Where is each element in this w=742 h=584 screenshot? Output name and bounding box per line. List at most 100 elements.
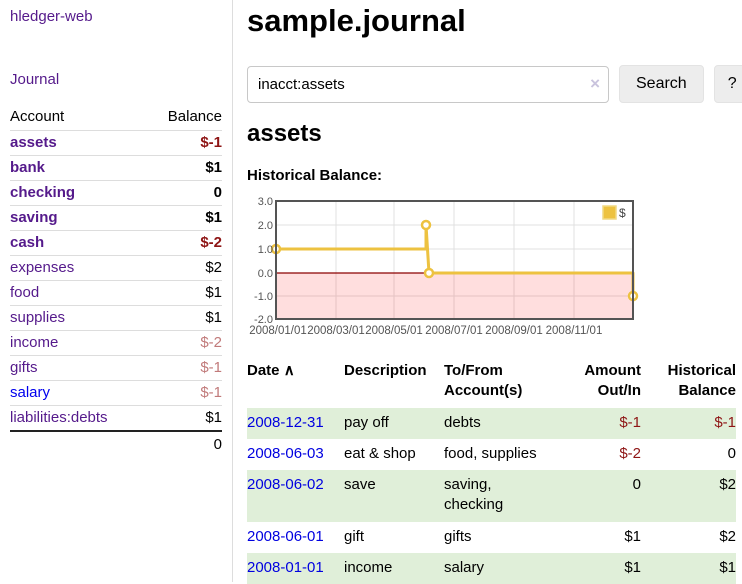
chart-legend: $ — [602, 205, 626, 220]
txn-balance: $-1 — [714, 413, 736, 431]
transaction-row: 2008-06-02 save saving, checking 0 $2 — [247, 470, 736, 522]
account-balance: $1 — [146, 280, 222, 306]
account-balance: $-1 — [146, 380, 222, 406]
account-balance: $2 — [146, 255, 222, 281]
transaction-row: 2008-06-01 gift gifts $1 $2 — [247, 522, 736, 553]
account-balance: $-2 — [146, 330, 222, 356]
y-tick: -2.0 — [254, 314, 273, 326]
header-accounts: To/From Account(s) — [444, 362, 523, 400]
transactions-header: Date ∧ Description To/From Account(s) Am… — [247, 359, 736, 408]
main-content: sample.journal × Search ? assets Histori… — [233, 0, 742, 584]
accounts-table-header: Account Balance — [10, 104, 222, 131]
account-link-expenses[interactable]: expenses — [10, 259, 75, 276]
accounts-total-row: 0 — [10, 430, 222, 457]
sidebar: hledger-web Journal Account Balance asse… — [0, 0, 233, 582]
account-balance: 0 — [146, 180, 222, 206]
account-link-income[interactable]: income — [10, 334, 59, 351]
sort-ascending-icon: ∧ — [283, 362, 295, 379]
legend-swatch-icon — [602, 205, 617, 220]
legend-label: $ — [619, 206, 626, 220]
account-row-liabilities-debts: liabilities:debts $1 — [10, 405, 222, 431]
txn-description: income — [344, 558, 393, 576]
help-button[interactable]: ? — [713, 65, 742, 103]
txn-description: save — [344, 476, 376, 493]
txn-accounts: food, supplies — [444, 444, 537, 462]
account-link-checking[interactable]: checking — [10, 184, 76, 201]
search-input-wrap: × — [247, 65, 609, 103]
clear-search-icon[interactable]: × — [590, 73, 600, 93]
search-form: × Search ? — [247, 65, 742, 103]
chart-heading: Historical Balance: — [247, 167, 383, 184]
chart-point-2008-06-01[interactable] — [420, 219, 432, 231]
header-amount: Amount Out/In — [584, 362, 641, 400]
account-row-saving: saving $1 — [10, 205, 222, 231]
search-input[interactable] — [247, 65, 609, 103]
chart-negative-region — [277, 273, 632, 319]
account-row-gifts: gifts $-1 — [10, 355, 222, 381]
header-date[interactable]: Date ∧ — [247, 359, 344, 408]
txn-accounts: debts — [444, 413, 481, 431]
chart-y-axis-labels: 3.0 2.0 1.0 0.0 -1.0 -2.0 — [254, 196, 273, 326]
txn-date-link[interactable]: 2008-12-31 — [247, 413, 324, 431]
account-balance: $1 — [146, 205, 222, 231]
account-link-salary[interactable]: salary — [10, 384, 51, 401]
account-row-checking: checking 0 — [10, 180, 222, 206]
x-tick: 2008/03/01 — [307, 325, 365, 337]
account-row-assets: assets $-1 — [10, 130, 222, 156]
transactions-table: Date ∧ Description To/From Account(s) Am… — [247, 359, 736, 584]
account-row-bank: bank $1 — [10, 155, 222, 181]
account-row-food: food $1 — [10, 280, 222, 306]
account-link-supplies[interactable]: supplies — [10, 309, 66, 326]
account-link-saving[interactable]: saving — [10, 209, 58, 226]
txn-description: gift — [344, 527, 365, 545]
transaction-row: 2008-12-31 pay off debts $-1 $-1 — [247, 407, 736, 439]
y-tick: 0.0 — [258, 268, 273, 280]
sidebar-item-journal[interactable]: Journal — [10, 71, 60, 88]
txn-description: eat & shop — [344, 444, 416, 462]
chart-point-2008-06-03[interactable] — [423, 267, 435, 279]
account-link-food[interactable]: food — [10, 284, 40, 301]
x-tick: 2008/01/01 — [249, 325, 307, 337]
header-balance: Historical Balance — [667, 362, 736, 400]
account-balance: $-1 — [146, 355, 222, 381]
accounts-total-value: 0 — [146, 430, 222, 457]
account-link-bank[interactable]: bank — [10, 159, 46, 176]
txn-balance: $2 — [719, 527, 736, 545]
y-tick: 3.0 — [258, 196, 273, 208]
txn-accounts: salary — [444, 558, 485, 576]
account-balance: $-2 — [146, 230, 222, 256]
txn-amount: $1 — [624, 527, 641, 545]
txn-description: pay off — [344, 413, 389, 431]
accounts-header-balance: Balance — [167, 108, 222, 125]
x-tick: 2008/05/01 — [365, 325, 423, 337]
x-tick: 2008/11/01 — [546, 325, 603, 337]
header-date-label: Date — [247, 362, 280, 379]
chart-border — [275, 200, 634, 320]
account-row-income: income $-2 — [10, 330, 222, 356]
txn-date-link[interactable]: 2008-01-01 — [247, 558, 324, 576]
transaction-row: 2008-01-01 income salary $1 $1 — [247, 552, 736, 584]
txn-accounts: saving, checking — [444, 476, 504, 514]
txn-date-link[interactable]: 2008-06-01 — [247, 527, 324, 545]
search-button[interactable]: Search — [619, 65, 704, 103]
y-tick: 1.0 — [258, 244, 273, 256]
txn-balance: $1 — [719, 558, 736, 576]
account-link-liabilities-debts[interactable]: liabilities:debts — [10, 409, 108, 426]
txn-amount: $1 — [624, 558, 641, 576]
txn-date-link[interactable]: 2008-06-03 — [247, 444, 324, 462]
account-link-assets[interactable]: assets — [10, 134, 57, 151]
txn-amount: 0 — [632, 476, 641, 493]
txn-date-link[interactable]: 2008-06-02 — [247, 476, 324, 493]
txn-accounts: gifts — [444, 527, 472, 545]
accounts-header-account: Account — [10, 108, 65, 125]
account-balance: $1 — [146, 405, 222, 431]
brand-link[interactable]: hledger-web — [10, 8, 93, 25]
account-row-salary: salary $-1 — [10, 380, 222, 406]
account-link-cash[interactable]: cash — [10, 234, 45, 251]
chart-x-axis-labels: 2008/01/01 2008/03/01 2008/05/01 2008/07… — [249, 325, 602, 337]
transaction-row: 2008-06-03 eat & shop food, supplies $-2… — [247, 439, 736, 470]
account-row-expenses: expenses $2 — [10, 255, 222, 281]
x-tick: 2008/09/01 — [485, 325, 543, 337]
account-link-gifts[interactable]: gifts — [10, 359, 38, 376]
